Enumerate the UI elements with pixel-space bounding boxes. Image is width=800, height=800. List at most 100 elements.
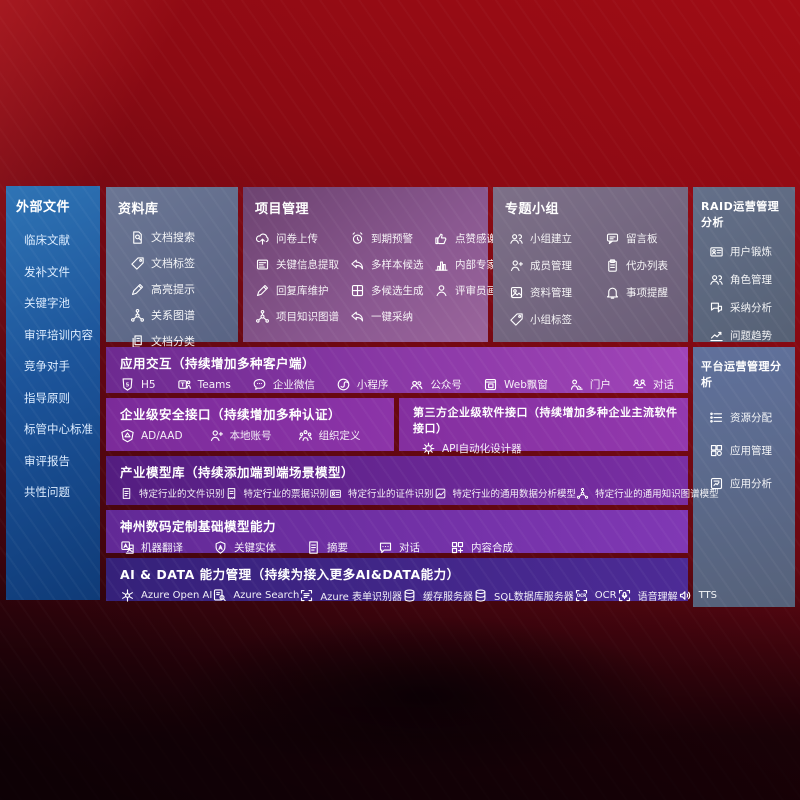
industry-model-panel: 产业模型库（持续添加端到端场景模型） 特定行业的文件识别 特定行业的票据识别 特… xyxy=(106,456,719,505)
feature-item[interactable]: 资料管理 xyxy=(509,285,605,300)
feature-item[interactable]: 特定行业的票据识别 xyxy=(225,486,329,500)
feature-item[interactable]: 语音理解 xyxy=(617,588,678,603)
feature-item[interactable]: 问卷上传 xyxy=(255,231,350,246)
feature-item[interactable]: 应用管理 xyxy=(709,443,795,458)
feature-item[interactable]: 事项提醒 xyxy=(605,285,688,300)
feature-item[interactable]: 成员管理 xyxy=(509,258,605,273)
topic-groups-panel: 专题小组 小组建立 留言板 成员管理 xyxy=(493,187,688,342)
panel-title: 企业级安全接口（持续增加多种认证） xyxy=(120,407,342,422)
feature-item[interactable]: 角色管理 xyxy=(709,272,795,287)
feature-item[interactable]: 多样本候选 xyxy=(350,257,434,272)
web-window-icon xyxy=(483,377,498,392)
svg-text:OCR: OCR xyxy=(577,593,587,598)
ai-data-panel: AI & DATA 能力管理（持续为接入更多AI&DATA能力） Azure O… xyxy=(106,558,717,603)
feature-item[interactable]: 关键实体 xyxy=(213,540,276,555)
feature-item[interactable]: 对话 xyxy=(378,540,420,555)
speech-icon xyxy=(617,588,632,603)
feature-item[interactable]: 代办列表 xyxy=(605,258,688,273)
svg-text:5: 5 xyxy=(126,382,130,388)
feature-item[interactable]: 问题趋势 xyxy=(709,328,795,343)
sidebar-item[interactable]: 发补文件 xyxy=(24,264,70,279)
feature-item[interactable]: OCR OCR xyxy=(574,588,617,603)
feature-item[interactable]: 关键信息提取 xyxy=(255,257,350,272)
feature-item[interactable]: 回复库维护 xyxy=(255,283,350,298)
sidebar-item[interactable]: 竞争对手 xyxy=(24,359,70,373)
feature-item[interactable]: 采纳分析 xyxy=(709,300,795,315)
feature-item[interactable]: 点赞感谢 xyxy=(434,231,518,246)
industry-doc-icon xyxy=(120,487,133,500)
feature-item[interactable]: 5 H5 xyxy=(120,377,156,392)
sidebar-item[interactable]: 标管中心标准 xyxy=(24,422,93,436)
feature-item[interactable]: API自动化设计器 xyxy=(421,441,522,456)
alarm-icon xyxy=(350,231,365,246)
feature-item[interactable]: 项目知识图谱 xyxy=(255,309,350,324)
panel-title: 外部文件 xyxy=(16,200,71,215)
feature-item[interactable]: 小组标签 xyxy=(509,312,605,327)
sidebar-item[interactable]: 共性问题 xyxy=(24,485,70,499)
doc-search-icon xyxy=(130,230,145,245)
feature-item[interactable]: 对话 xyxy=(632,377,674,392)
interaction-items: 5 H5 T Teams 企业微信 小程序 xyxy=(106,372,688,392)
feature-item[interactable]: 高亮提示 xyxy=(130,281,238,297)
feature-item[interactable]: 资源分配 xyxy=(709,410,795,425)
feature-item[interactable]: 特定行业的通用数据分析模型 xyxy=(434,486,576,500)
h5-icon: 5 xyxy=(120,377,135,392)
feature-item[interactable]: 特定行业的文件识别 xyxy=(120,486,225,500)
feature-item[interactable]: Web飘窗 xyxy=(483,377,548,392)
sidebar-item[interactable]: 临床文献 xyxy=(24,233,70,247)
feature-item[interactable]: 小程序 xyxy=(336,377,388,392)
feature-item[interactable]: 特定行业的证件识别 xyxy=(329,486,434,500)
feature-item[interactable]: 小组建立 xyxy=(509,231,605,246)
feature-item[interactable]: 到期预警 xyxy=(350,231,434,246)
feature-item[interactable]: Azure Search xyxy=(212,588,299,603)
feature-item[interactable]: TTS xyxy=(678,588,717,603)
ocr-icon: OCR xyxy=(574,588,589,603)
feature-item[interactable]: 公众号 xyxy=(409,377,462,392)
base-model-panel: 神州数码定制基础模型能力 机器翻译 关键实体 摘要 xyxy=(106,510,688,555)
feature-item[interactable]: 机器翻译 xyxy=(120,540,183,555)
industry-items: 特定行业的文件识别 特定行业的票据识别 特定行业的证件识别 特定行业的通用数据分… xyxy=(106,481,719,500)
highlight-pen-icon xyxy=(130,282,145,297)
feature-item[interactable]: 文档搜索 xyxy=(130,229,238,245)
feature-item[interactable]: 门户 xyxy=(569,377,611,392)
feature-item[interactable]: 内容合成 xyxy=(450,540,513,555)
pen-edit-icon xyxy=(255,283,270,298)
sql-db-icon xyxy=(473,588,488,603)
bbs-board-icon xyxy=(605,231,620,246)
feature-item[interactable]: 本地账号 xyxy=(209,428,272,443)
cache-server-icon xyxy=(402,588,417,603)
feature-item[interactable]: 留言板 xyxy=(605,231,688,246)
feature-item[interactable]: 缓存服务器 xyxy=(402,588,473,603)
ad-shield-icon xyxy=(120,428,135,443)
feature-item[interactable]: 应用分析 xyxy=(709,476,795,491)
feature-item[interactable]: SQL数据库服务器 xyxy=(473,588,574,603)
feature-item[interactable]: T Teams xyxy=(177,377,231,392)
groups-items: 小组建立 留言板 成员管理 代办列表 xyxy=(493,217,688,327)
feature-item[interactable]: 一键采纳 xyxy=(350,309,434,324)
sidebar-item[interactable]: 审评培训内容 xyxy=(24,327,93,342)
feature-item[interactable]: AD/AAD xyxy=(120,428,183,443)
local-account-icon xyxy=(209,428,224,443)
sidebar-item[interactable]: 审评报告 xyxy=(24,453,70,468)
base-model-items: 机器翻译 关键实体 摘要 对话 xyxy=(106,535,688,555)
feature-item[interactable]: 关系图谱 xyxy=(130,307,238,323)
feature-item[interactable]: Azure Open AI xyxy=(120,588,212,603)
feature-item[interactable]: 特定行业的通用知识图谱模型 xyxy=(576,486,719,500)
feature-item[interactable]: 文档标签 xyxy=(130,255,238,271)
sidebar-item[interactable]: 关键字池 xyxy=(24,296,70,310)
feature-item[interactable]: 摘要 xyxy=(306,540,348,555)
feature-item[interactable]: 用户锻炼 xyxy=(709,244,795,259)
app-grid-icon xyxy=(709,443,724,458)
library-panel: 资料库 文档搜索 文档标签 高亮提示 xyxy=(106,187,238,348)
sidebar-item[interactable]: 指导原则 xyxy=(24,390,70,405)
puzzle-icon xyxy=(350,283,365,298)
feature-item[interactable]: 文档分类 xyxy=(130,333,238,349)
feature-item[interactable]: 组织定义 xyxy=(298,428,361,443)
feature-item[interactable]: 企业微信 xyxy=(252,377,315,392)
external-files-list: 临床文献 发补文件 关键字池 审评培训内容 竞争对手 xyxy=(6,215,100,500)
feature-item[interactable]: Azure 表单识别器 xyxy=(299,588,402,603)
svg-text:T: T xyxy=(180,383,184,389)
reply-arrow-icon xyxy=(350,257,365,272)
receipt-icon xyxy=(225,487,238,500)
feature-item[interactable]: 多候选生成 xyxy=(350,283,434,298)
